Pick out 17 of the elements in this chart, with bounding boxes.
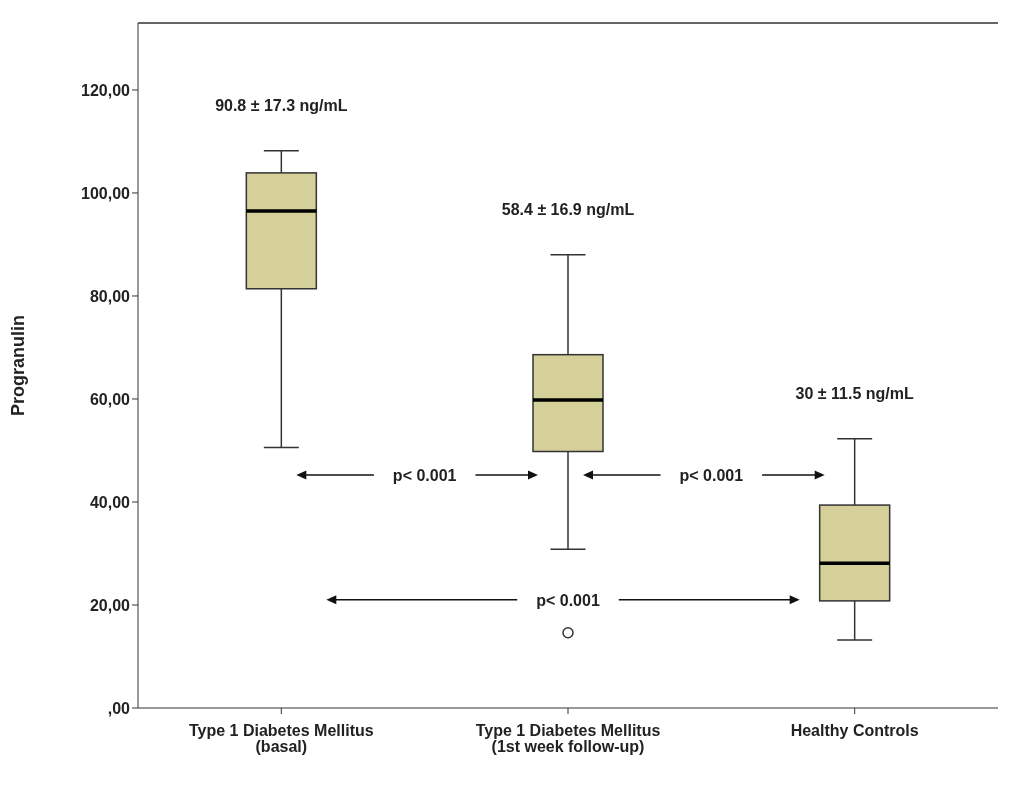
y-tick-label: ,00	[107, 699, 131, 717]
annotation: 30 ± 11.5 ng/mL	[795, 384, 914, 402]
y-tick-label: 120,00	[81, 81, 131, 99]
x-tick-label: Type 1 Diabetes Mellitus (1st week follow-up)	[475, 722, 661, 755]
y-tick-label: 100,00	[81, 184, 131, 202]
annotation: 90.8 ± 17.3 ng/mL	[215, 96, 348, 114]
y-tick-label: 40,00	[89, 493, 131, 511]
annotation: p< 0.001	[536, 591, 600, 609]
annotation: p< 0.001	[392, 467, 457, 485]
annotation: p< 0.001	[679, 467, 744, 485]
x-tick-label: Type 1 Diabetes Mellitus (basal)	[189, 722, 374, 755]
x-tick-label: Healthy Controls	[790, 722, 919, 739]
y-axis-title: Progranulin	[8, 314, 29, 417]
y-tick-label: 20,00	[89, 596, 131, 614]
annotation: 58.4 ± 16.9 ng/mL	[501, 200, 635, 218]
y-tick-label: 60,00	[89, 390, 131, 408]
y-tick-label: 80,00	[89, 287, 131, 305]
